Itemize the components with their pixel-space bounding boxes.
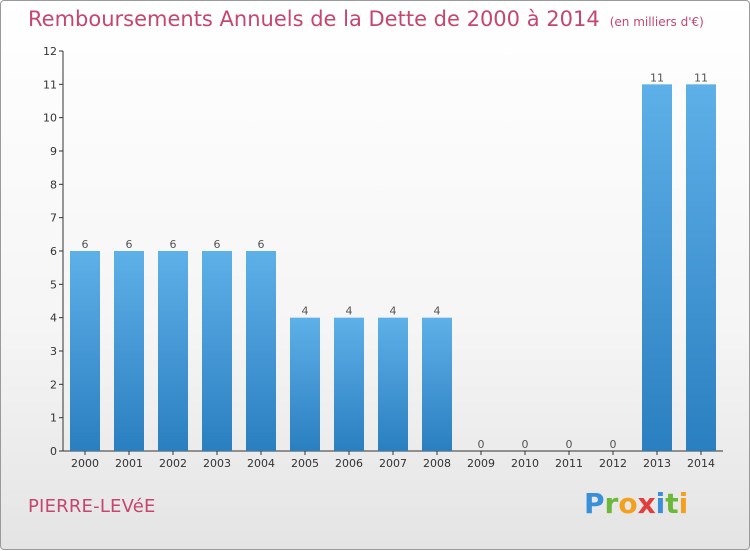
x-tick-label: 2000 bbox=[71, 457, 99, 470]
x-tick-label: 2010 bbox=[511, 457, 539, 470]
bar bbox=[70, 251, 100, 451]
logo-letter: r bbox=[604, 487, 619, 520]
bar bbox=[686, 84, 716, 451]
y-tick-label: 0 bbox=[50, 445, 57, 458]
logo-letter: i bbox=[655, 487, 666, 520]
y-tick-label: 10 bbox=[43, 112, 57, 125]
y-tick-label: 8 bbox=[50, 178, 57, 191]
x-tick-label: 2008 bbox=[423, 457, 451, 470]
x-tick-label: 2007 bbox=[379, 457, 407, 470]
bar-value-label: 0 bbox=[566, 438, 573, 451]
bar-value-label: 0 bbox=[522, 438, 529, 451]
y-tick-label: 1 bbox=[50, 412, 57, 425]
bar bbox=[290, 317, 320, 451]
y-tick-label: 3 bbox=[50, 345, 57, 358]
y-tick-label: 7 bbox=[50, 212, 57, 225]
x-tick-label: 2005 bbox=[291, 457, 319, 470]
bar-value-label: 6 bbox=[170, 238, 177, 251]
bar-value-label: 0 bbox=[610, 438, 617, 451]
y-tick-label: 9 bbox=[50, 145, 57, 158]
bar bbox=[378, 317, 408, 451]
bar-value-label: 6 bbox=[126, 238, 133, 251]
bar bbox=[334, 317, 364, 451]
bar bbox=[158, 251, 188, 451]
bar-value-label: 6 bbox=[214, 238, 221, 251]
proxiti-logo: Proxiti bbox=[584, 487, 688, 520]
x-tick-label: 2001 bbox=[115, 457, 143, 470]
x-tick-label: 2013 bbox=[643, 457, 671, 470]
logo-letter: P bbox=[584, 487, 605, 520]
logo-letter: i bbox=[678, 487, 689, 520]
logo-letter: x bbox=[637, 487, 656, 520]
chart-title-text: Remboursements Annuels de la Dette de 20… bbox=[28, 7, 600, 31]
y-tick-label: 2 bbox=[50, 378, 57, 391]
x-tick-label: 2006 bbox=[335, 457, 363, 470]
y-tick-label: 11 bbox=[43, 78, 57, 91]
bar-value-label: 6 bbox=[82, 238, 89, 251]
y-tick-label: 5 bbox=[50, 278, 57, 291]
x-tick-label: 2014 bbox=[687, 457, 715, 470]
x-tick-label: 2009 bbox=[467, 457, 495, 470]
bar-value-label: 4 bbox=[346, 305, 353, 318]
y-tick-label: 6 bbox=[50, 245, 57, 258]
x-tick-label: 2003 bbox=[203, 457, 231, 470]
bar-value-label: 4 bbox=[390, 305, 397, 318]
commune-name: PIERRE-LEVéE bbox=[28, 496, 156, 517]
bar-value-label: 11 bbox=[650, 71, 664, 84]
bar-value-label: 4 bbox=[302, 305, 309, 318]
y-tick-label: 4 bbox=[50, 312, 57, 325]
x-tick-label: 2002 bbox=[159, 457, 187, 470]
bar bbox=[246, 251, 276, 451]
bar-value-label: 6 bbox=[258, 238, 265, 251]
bar bbox=[642, 84, 672, 451]
bar-value-label: 11 bbox=[694, 71, 708, 84]
bar bbox=[114, 251, 144, 451]
y-tick-label: 12 bbox=[43, 45, 57, 58]
bar bbox=[202, 251, 232, 451]
bar-value-label: 0 bbox=[478, 438, 485, 451]
chart-title: Remboursements Annuels de la Dette de 20… bbox=[28, 7, 704, 31]
bar bbox=[422, 317, 452, 451]
x-tick-label: 2004 bbox=[247, 457, 275, 470]
x-tick-label: 2011 bbox=[555, 457, 583, 470]
logo-letter: t bbox=[665, 487, 679, 520]
x-tick-label: 2012 bbox=[599, 457, 627, 470]
bar-value-label: 4 bbox=[434, 305, 441, 318]
chart-title-unit: (en milliers d'€) bbox=[609, 15, 704, 29]
logo-letter: o bbox=[618, 487, 638, 520]
